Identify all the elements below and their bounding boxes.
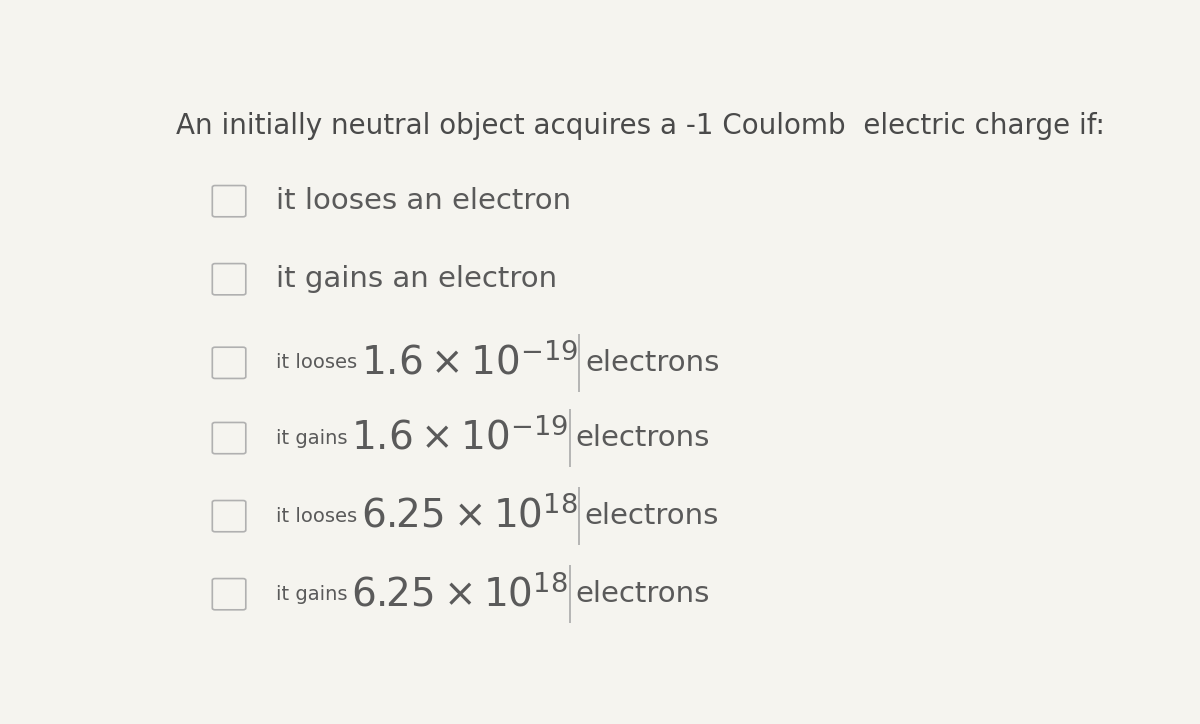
Text: it gains: it gains (276, 585, 350, 604)
Text: $1.6 \times 10^{-19}$: $1.6 \times 10^{-19}$ (360, 343, 577, 383)
Text: $6.25 \times 10^{18}$: $6.25 \times 10^{18}$ (360, 496, 577, 536)
FancyBboxPatch shape (212, 578, 246, 610)
Text: $6.25 \times 10^{18}$: $6.25 \times 10^{18}$ (350, 574, 568, 614)
Text: it looses: it looses (276, 353, 360, 372)
FancyBboxPatch shape (212, 423, 246, 454)
FancyBboxPatch shape (212, 348, 246, 379)
Text: it gains: it gains (276, 429, 350, 447)
Text: it gains an electron: it gains an electron (276, 265, 557, 293)
FancyBboxPatch shape (212, 185, 246, 216)
Text: electrons: electrons (584, 349, 719, 376)
FancyBboxPatch shape (212, 500, 246, 531)
Text: electrons: electrons (575, 424, 709, 452)
Text: it looses: it looses (276, 507, 360, 526)
Text: electrons: electrons (584, 502, 719, 530)
Text: $1.6 \times 10^{-19}$: $1.6 \times 10^{-19}$ (350, 418, 568, 458)
Text: electrons: electrons (575, 580, 709, 608)
Text: it looses an electron: it looses an electron (276, 188, 571, 215)
FancyBboxPatch shape (212, 264, 246, 295)
Text: An initially neutral object acquires a -1 Coulomb  electric charge if:: An initially neutral object acquires a -… (176, 112, 1105, 140)
